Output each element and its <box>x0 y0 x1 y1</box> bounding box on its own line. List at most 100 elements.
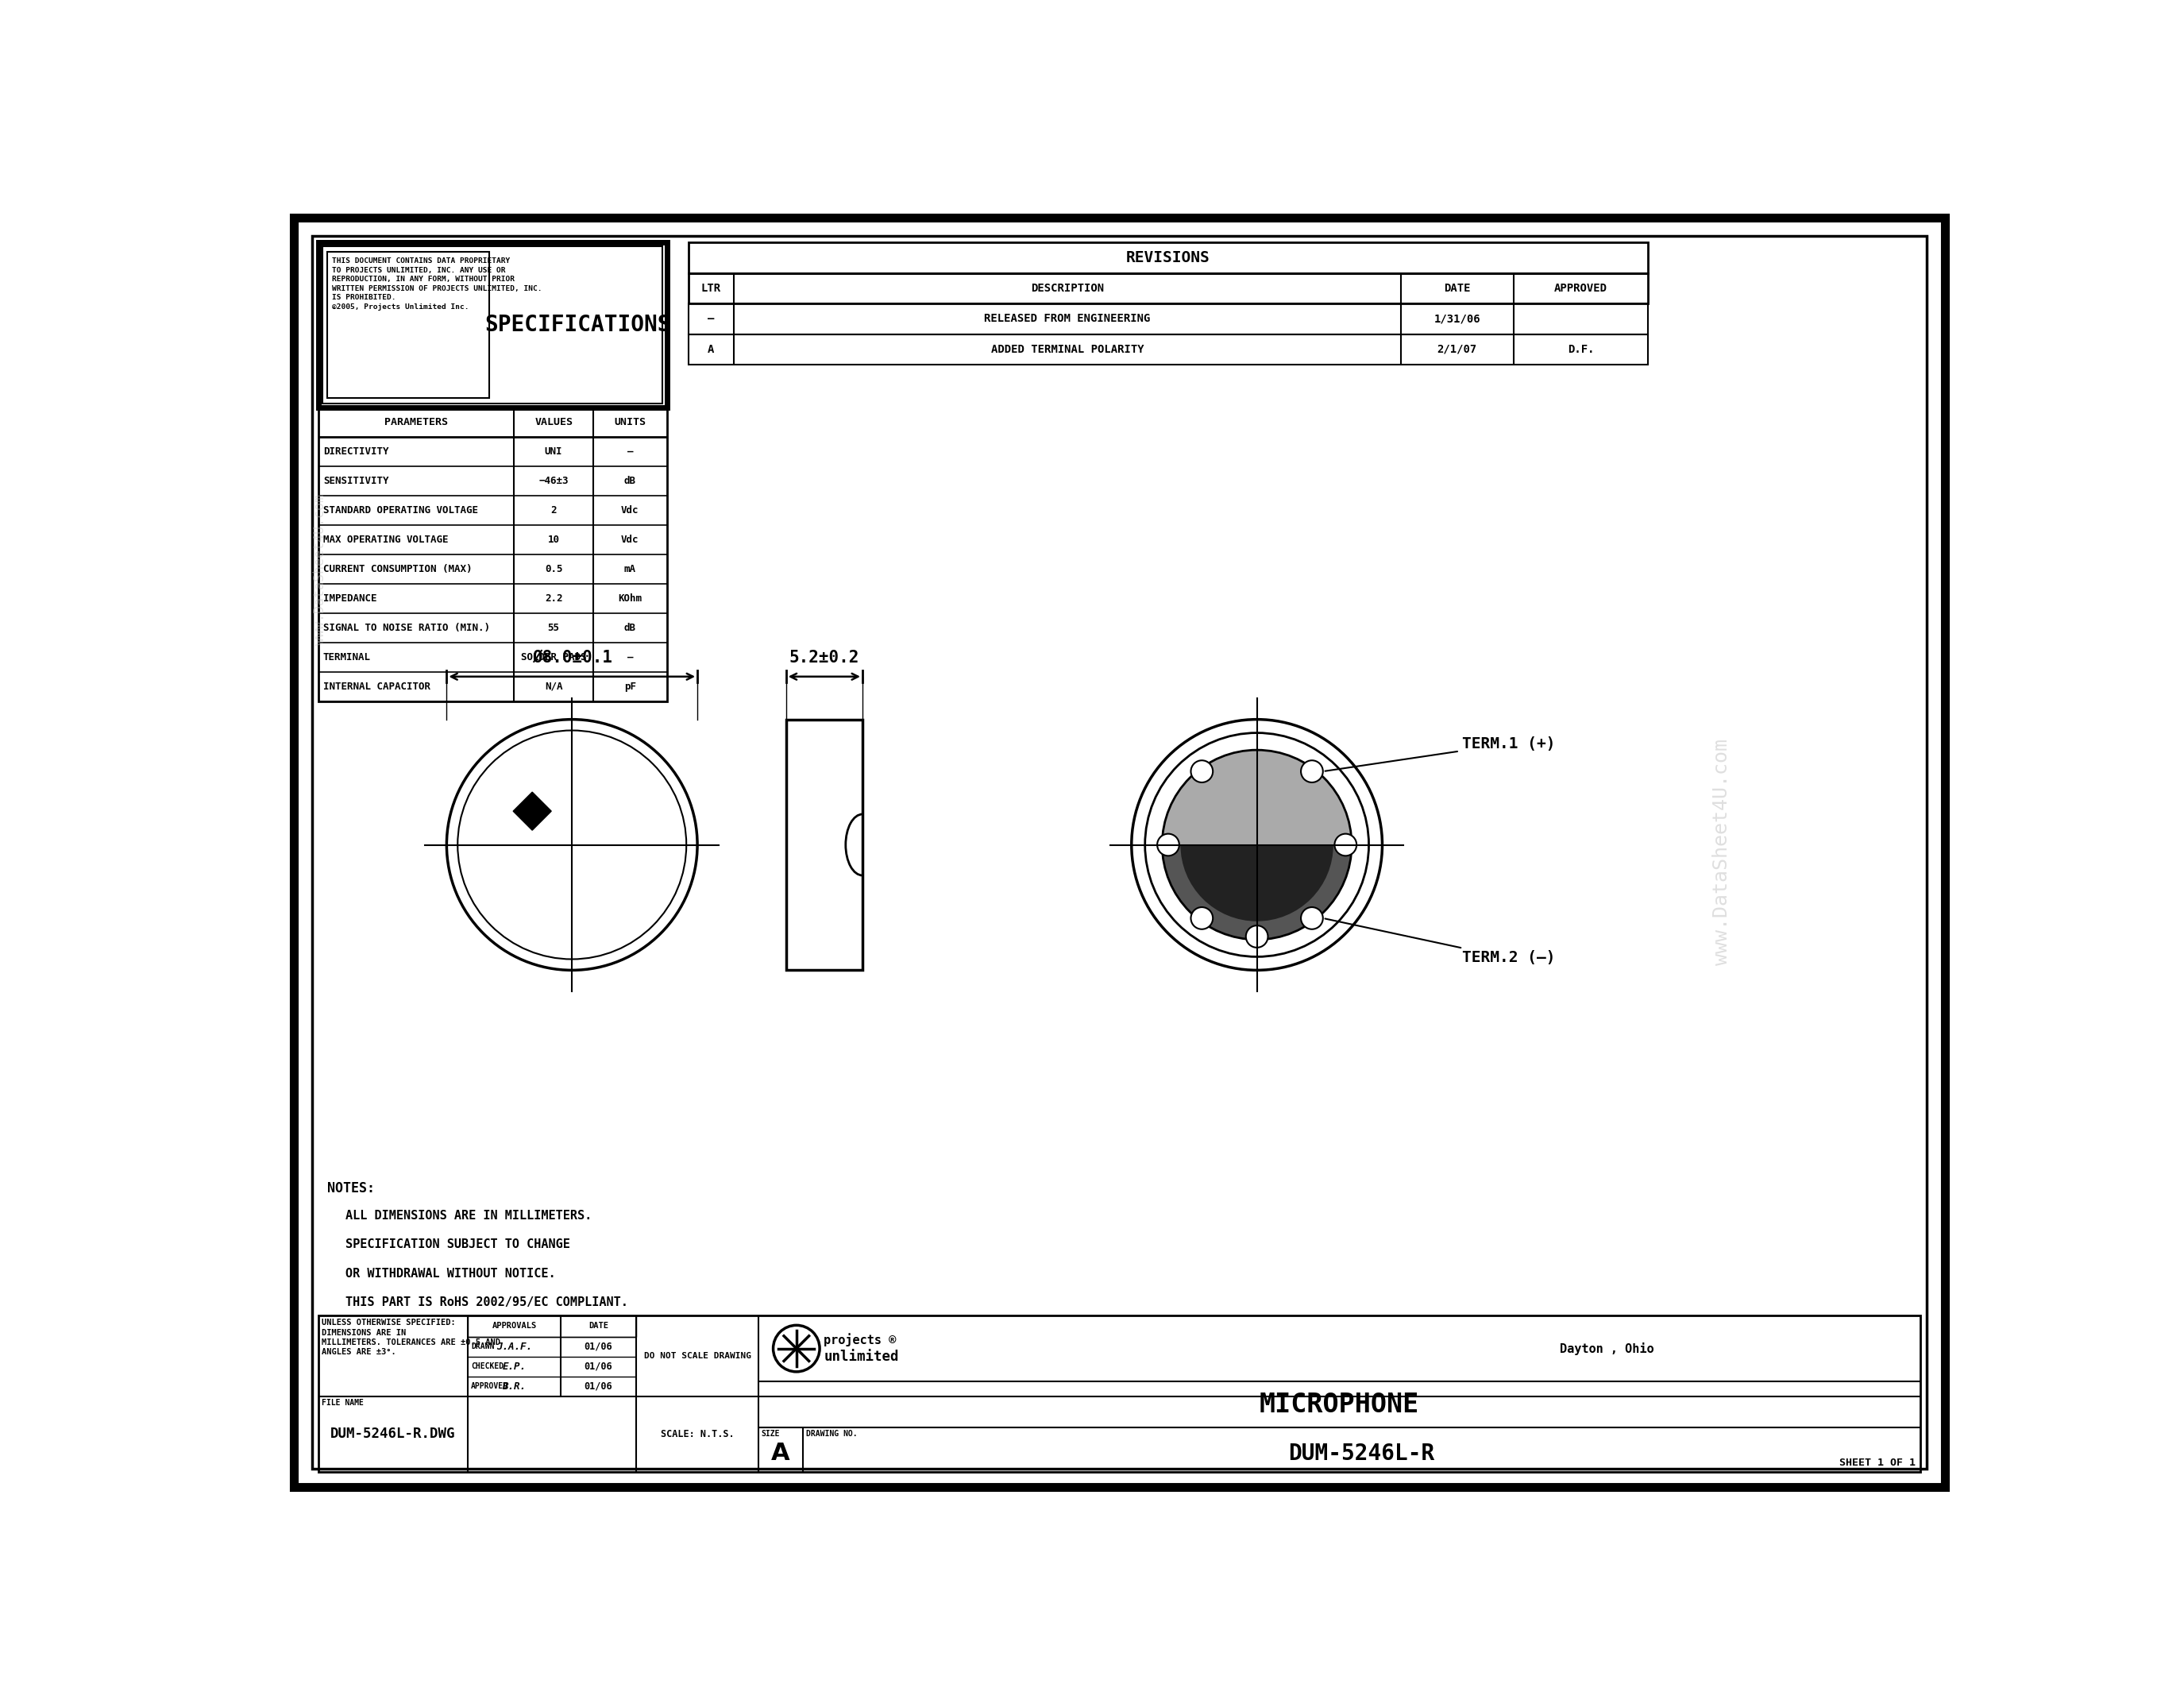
Text: NOTES:: NOTES: <box>328 1182 376 1195</box>
Circle shape <box>1245 925 1269 947</box>
Text: SPECIFICATION SUBJECT TO CHANGE: SPECIFICATION SUBJECT TO CHANGE <box>345 1239 570 1251</box>
Text: UNLESS OTHERWISE SPECIFIED:
DIMENSIONS ARE IN
MILLIMETERS. TOLERANCES ARE ±0.5 A: UNLESS OTHERWISE SPECIFIED: DIMENSIONS A… <box>321 1318 500 1357</box>
Text: 2.2: 2.2 <box>544 592 563 604</box>
Text: www.DataSheet4U.com: www.DataSheet4U.com <box>1712 739 1732 966</box>
Text: PARAMETERS: PARAMETERS <box>384 417 448 427</box>
Text: APPROVED: APPROVED <box>1555 282 1607 294</box>
Bar <box>688 273 1649 304</box>
Text: mA: mA <box>625 564 636 574</box>
Text: unlimited: unlimited <box>823 1350 900 1364</box>
Text: 2/1/07: 2/1/07 <box>1437 344 1476 354</box>
Text: KOhm: KOhm <box>618 592 642 604</box>
Bar <box>786 719 863 971</box>
Text: UNITS: UNITS <box>614 417 646 427</box>
Text: DATE: DATE <box>587 1322 609 1330</box>
Text: MICROPHONE: MICROPHONE <box>1260 1391 1420 1418</box>
Text: pF: pF <box>625 682 636 692</box>
Text: N/A: N/A <box>544 682 563 692</box>
Text: INTERNAL CAPACITOR: INTERNAL CAPACITOR <box>323 682 430 692</box>
Text: A: A <box>708 344 714 354</box>
Text: THIS DOCUMENT CONTAINS DATA PROPRIETARY
TO PROJECTS UNLIMITED, INC. ANY USE OR
R: THIS DOCUMENT CONTAINS DATA PROPRIETARY … <box>332 258 542 311</box>
Text: Ø8.0±0.1: Ø8.0±0.1 <box>533 650 612 665</box>
Circle shape <box>1302 760 1324 783</box>
Text: VALUES: VALUES <box>535 417 572 427</box>
Text: 01/06: 01/06 <box>583 1342 612 1352</box>
Text: THIS PART IS RoHS 2002/95/EC COMPLIANT.: THIS PART IS RoHS 2002/95/EC COMPLIANT. <box>345 1296 629 1308</box>
Text: FILE NAME: FILE NAME <box>321 1399 363 1406</box>
Circle shape <box>1131 719 1382 971</box>
Text: OR WITHDRAWAL WITHOUT NOTICE.: OR WITHDRAWAL WITHOUT NOTICE. <box>345 1268 557 1280</box>
Text: www.DataSheet4U.com: www.DataSheet4U.com <box>312 495 328 645</box>
Text: J.A.F.: J.A.F. <box>496 1342 533 1352</box>
Text: SOLDER PADS: SOLDER PADS <box>520 652 585 662</box>
Bar <box>319 243 666 407</box>
Text: dB: dB <box>625 623 636 633</box>
Text: dB: dB <box>625 476 636 486</box>
Bar <box>688 304 1649 334</box>
Text: MAX OPERATING VOLTAGE: MAX OPERATING VOLTAGE <box>323 535 448 545</box>
Text: SENSITIVITY: SENSITIVITY <box>323 476 389 486</box>
Text: 01/06: 01/06 <box>583 1381 612 1391</box>
Text: CURRENT CONSUMPTION (MAX): CURRENT CONSUMPTION (MAX) <box>323 564 472 574</box>
Text: DUM-5246L-R.DWG: DUM-5246L-R.DWG <box>330 1426 456 1442</box>
Text: 5.2±0.2: 5.2±0.2 <box>788 650 858 665</box>
Text: DRAWING NO.: DRAWING NO. <box>806 1430 858 1438</box>
Text: TERM.1 (+): TERM.1 (+) <box>1326 736 1555 771</box>
Text: DRAWN: DRAWN <box>472 1342 494 1350</box>
Text: 1/31/06: 1/31/06 <box>1435 314 1481 324</box>
Text: DESCRIPTION: DESCRIPTION <box>1031 282 1103 294</box>
Text: 0.5: 0.5 <box>544 564 563 574</box>
Text: UNI: UNI <box>544 446 563 457</box>
Text: SCALE: N.T.S.: SCALE: N.T.S. <box>660 1430 734 1440</box>
Text: STANDARD OPERATING VOLTAGE: STANDARD OPERATING VOLTAGE <box>323 505 478 515</box>
Text: SPECIFICATIONS: SPECIFICATIONS <box>485 314 670 336</box>
Bar <box>688 334 1649 365</box>
Text: APPROVALS: APPROVALS <box>491 1322 537 1330</box>
Text: ALL DIMENSIONS ARE IN MILLIMETERS.: ALL DIMENSIONS ARE IN MILLIMETERS. <box>345 1210 592 1222</box>
Text: projects ®: projects ® <box>823 1334 895 1347</box>
Text: DUM-5246L-R: DUM-5246L-R <box>1289 1442 1435 1465</box>
Bar <box>688 243 1649 273</box>
Polygon shape <box>513 792 550 830</box>
Text: IMPEDANCE: IMPEDANCE <box>323 592 376 604</box>
Bar <box>328 252 489 398</box>
Text: A: A <box>771 1442 791 1465</box>
Wedge shape <box>1162 844 1352 940</box>
Text: TERM.2 (–): TERM.2 (–) <box>1326 918 1555 966</box>
Text: −46±3: −46±3 <box>539 476 568 486</box>
Circle shape <box>1190 760 1212 783</box>
Circle shape <box>446 719 697 971</box>
Circle shape <box>1302 906 1324 928</box>
Text: B.R.: B.R. <box>502 1381 526 1391</box>
Text: 01/06: 01/06 <box>583 1361 612 1372</box>
Text: –: – <box>627 446 633 457</box>
Text: D.F.: D.F. <box>1568 344 1594 354</box>
Bar <box>319 407 666 701</box>
Text: Vdc: Vdc <box>620 535 640 545</box>
Text: –: – <box>627 652 633 662</box>
Text: SHEET 1 OF 1: SHEET 1 OF 1 <box>1839 1458 1915 1469</box>
Bar <box>319 1315 1920 1472</box>
Text: SIZE: SIZE <box>760 1430 780 1438</box>
Text: ADDED TERMINAL POLARITY: ADDED TERMINAL POLARITY <box>992 344 1144 354</box>
Text: 10: 10 <box>548 535 559 545</box>
Text: CHECKED: CHECKED <box>472 1362 505 1371</box>
Bar <box>467 1315 636 1337</box>
Text: RELEASED FROM ENGINEERING: RELEASED FROM ENGINEERING <box>985 314 1151 324</box>
Text: DO NOT SCALE DRAWING: DO NOT SCALE DRAWING <box>644 1352 751 1361</box>
Text: 55: 55 <box>548 623 559 633</box>
Circle shape <box>1190 906 1212 928</box>
Text: –: – <box>708 314 714 324</box>
Circle shape <box>1144 733 1369 957</box>
Text: LTR: LTR <box>701 282 721 294</box>
Circle shape <box>1162 749 1352 940</box>
Text: Dayton , Ohio: Dayton , Ohio <box>1559 1342 1653 1355</box>
Text: APPROVED: APPROVED <box>472 1382 509 1391</box>
Circle shape <box>1158 834 1179 856</box>
Circle shape <box>1334 834 1356 856</box>
Text: DATE: DATE <box>1444 282 1470 294</box>
Text: TERMINAL: TERMINAL <box>323 652 371 662</box>
Wedge shape <box>1179 844 1332 922</box>
Text: Vdc: Vdc <box>620 505 640 515</box>
Text: REVISIONS: REVISIONS <box>1127 250 1210 265</box>
